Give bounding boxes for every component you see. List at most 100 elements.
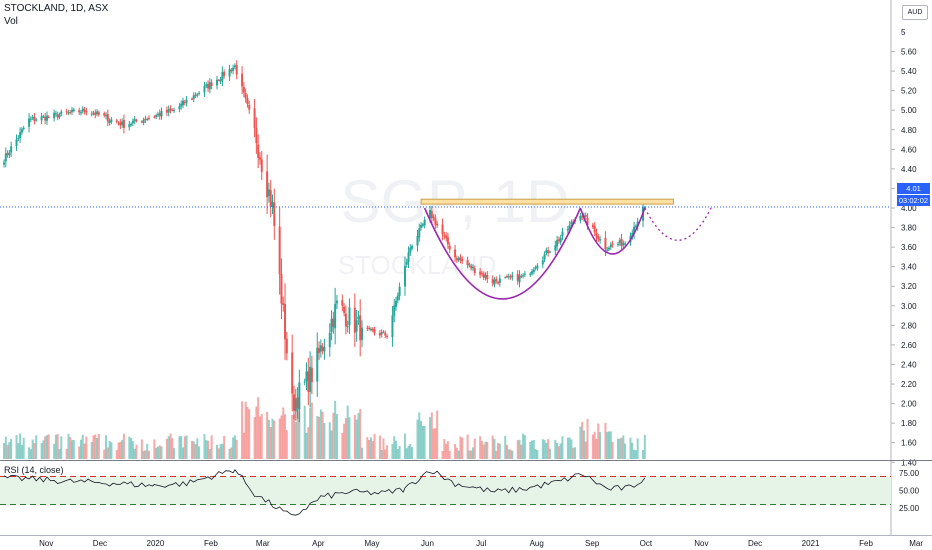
volume-bar [531, 440, 534, 459]
cup-curve[interactable] [423, 207, 582, 300]
volume-bar [67, 433, 70, 459]
candle-body [532, 269, 535, 272]
candle-body [203, 86, 206, 93]
candle-body [235, 65, 238, 75]
price-axis[interactable]: 5.605.405.205.004.804.604.404.204.003.80… [891, 28, 917, 467]
candle-body [71, 109, 74, 112]
rsi-band [0, 476, 891, 505]
volume-bar [606, 431, 609, 459]
volume-bar [44, 436, 47, 459]
price-tick-label: 5 [901, 28, 906, 37]
candle-body [599, 239, 602, 241]
volume-bar [446, 441, 449, 459]
rsi-legend[interactable]: RSI (14, close) [4, 465, 64, 475]
volume-bar [616, 438, 619, 459]
volume-bar [493, 438, 496, 459]
volume-bar [47, 434, 50, 459]
time-tick-label: Jul [476, 539, 486, 548]
candle-body [443, 234, 446, 237]
price-tick-label: 3.60 [901, 243, 917, 252]
candle-body [266, 171, 269, 198]
volume-bar [203, 434, 206, 459]
volume-bar [491, 435, 494, 459]
candle-body [178, 106, 181, 110]
candle-body [192, 95, 195, 100]
candle-body [504, 277, 507, 279]
volume-bar [56, 433, 59, 459]
candle-body [343, 306, 346, 313]
time-tick-label: Nov [694, 539, 708, 548]
candle-body [28, 118, 31, 127]
volume-bar [198, 446, 201, 459]
volume-bar [217, 448, 220, 459]
candle-body [260, 159, 263, 172]
volume-bar [393, 436, 396, 459]
volume-bar [53, 443, 56, 459]
candle-body [198, 92, 201, 94]
volume-bar [643, 434, 646, 459]
volume-bar [416, 419, 419, 459]
volume-bar [223, 435, 226, 459]
volume-bar [445, 443, 448, 459]
candle-body [29, 118, 32, 120]
candle-body [310, 367, 313, 383]
volume-bar [65, 448, 68, 459]
volume-bar [128, 436, 131, 459]
volume-bar [529, 441, 532, 459]
handle-projection-curve[interactable] [644, 207, 712, 241]
volume-bar [160, 446, 163, 459]
candle-body [58, 114, 61, 118]
candle-body [421, 224, 424, 226]
candle-body [241, 73, 244, 87]
candle-body [185, 99, 188, 103]
volume-bar [282, 407, 285, 459]
volume-bar [305, 432, 308, 459]
volume-legend[interactable]: Vol [4, 16, 18, 27]
candle-body [522, 275, 525, 277]
volume-bar [366, 437, 369, 459]
candle-body [328, 332, 331, 348]
volume-bar [45, 435, 48, 459]
volume-bar [253, 417, 256, 459]
candle-body [219, 79, 222, 82]
volume-bar [105, 435, 108, 459]
volume-bar [434, 428, 437, 459]
volume-bar [58, 448, 61, 459]
candle-body [461, 259, 464, 262]
volume-bar [119, 441, 122, 459]
volume-bar [246, 406, 249, 459]
candle-body [167, 109, 170, 113]
volume-bar [321, 411, 324, 459]
symbol-legend[interactable]: STOCKLAND, 1D, ASX [4, 3, 109, 14]
time-tick-label: Feb [204, 539, 218, 548]
volume-bar [532, 439, 535, 459]
drawing-layer[interactable] [0, 198, 891, 300]
volume-bar [380, 450, 383, 459]
volume-bar [319, 409, 322, 459]
handle-curve[interactable] [579, 207, 646, 255]
candle-body [242, 87, 245, 93]
candle-body [518, 275, 521, 283]
candle-body [65, 111, 68, 113]
rsi-axis[interactable]: 75.00 50.00 25.00 [899, 469, 920, 513]
volume-bar [273, 420, 276, 459]
volume-bar [411, 447, 414, 459]
time-tick-label: Jun [421, 539, 434, 548]
volume-bar [334, 400, 337, 459]
currency-button[interactable]: AUD [902, 5, 928, 20]
volume-bar [316, 416, 319, 459]
candle-body [511, 275, 514, 278]
time-axis[interactable]: Nov Dec 2020 Feb Mar Apr May Jun Jul Aug Sep Oct Nov… [39, 539, 923, 548]
volume-bar [131, 441, 134, 459]
volume-bar [581, 421, 584, 459]
candle-body [624, 243, 627, 245]
resistance-zone[interactable] [420, 198, 674, 205]
candle-body [307, 371, 310, 392]
volume-bar [391, 443, 394, 459]
volume-bar [83, 443, 86, 459]
candle-body [584, 214, 587, 217]
candle-body [205, 84, 208, 86]
candle-body [45, 115, 48, 121]
